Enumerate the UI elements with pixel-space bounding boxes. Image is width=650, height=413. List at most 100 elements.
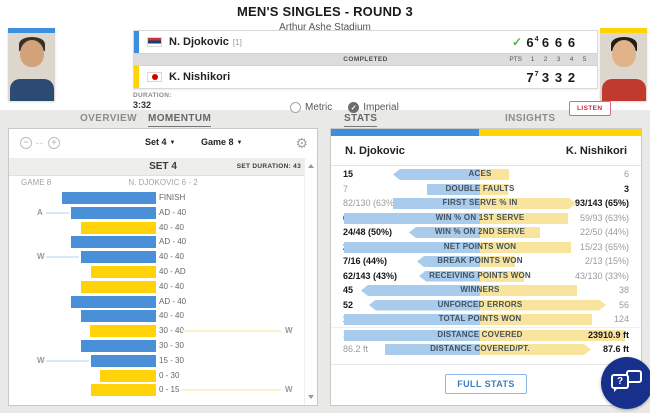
shot-annotation: W (285, 385, 293, 395)
momentum-point-row: AD - 40 (9, 235, 317, 250)
full-stats-area: FULL STATS (331, 364, 641, 405)
zoom-slider[interactable]: -- (36, 138, 44, 148)
set-scores: 77 3 3 2 (526, 70, 591, 85)
stat-label: TOTAL POINTS WON (438, 314, 522, 323)
chevron-down-icon: ▼ (169, 140, 176, 146)
zoom-in-icon[interactable]: + (48, 137, 60, 149)
stat-value-left: 15 (343, 169, 354, 179)
scroll-down-icon[interactable] (308, 395, 314, 399)
game-header: GAME 8 N. DJOKOVIC 6 - 2 (9, 176, 317, 190)
stat-bar-left (361, 285, 482, 296)
stat-label: DISTANCE COVERED/PT. (430, 344, 530, 353)
stat-value-left: 7 (343, 183, 349, 194)
momentum-bar-nishikori (81, 280, 156, 293)
player-name: N. Djokovic (169, 36, 229, 48)
stat-bar-right (480, 241, 571, 253)
momentum-point-row: 40 - 40 (9, 221, 317, 236)
unit-toggle: Metric ✓ Imperial (290, 102, 399, 113)
stat-value-right: 3 (623, 183, 629, 194)
scroll-up-icon[interactable] (308, 164, 314, 168)
momentum-bar-nishikori (100, 369, 156, 382)
stat-value-left: 62/143 (43%) (343, 270, 398, 281)
player-photo-nishikori (600, 28, 647, 101)
tab-overview[interactable]: OVERVIEW (80, 113, 137, 124)
stat-value-left: 24/48 (50%) (343, 227, 393, 237)
momentum-point-row: 0 - 15 W (9, 383, 317, 398)
set-column-number: 4 (569, 56, 574, 63)
stat-label: WIN % ON 2ND SERVE (434, 227, 526, 236)
momentum-bar-djokovic (81, 251, 156, 264)
momentum-bar-nishikori (81, 221, 156, 234)
radio-metric-icon[interactable] (290, 102, 301, 113)
stat-label: WINNERS (460, 285, 500, 294)
stat-value-right: 87.6 ft (602, 344, 629, 354)
game-label: GAME 8 (21, 178, 52, 187)
set-score: 77 (526, 69, 539, 85)
shot-annotation: W (37, 355, 45, 365)
set-column-number: 5 (582, 56, 587, 63)
djokovic-strip (331, 129, 479, 136)
tab-insights[interactable]: INSIGHTS (505, 113, 556, 124)
stat-value-right: 43/130 (33%) (574, 270, 629, 281)
zoom-out-icon[interactable]: − (20, 137, 32, 149)
momentum-point-row: FINISH (9, 191, 317, 206)
stat-row: 45 WINNERS 38 (331, 283, 641, 298)
stat-row: 62/143 (43%) RECEIVING POINTS WON 43/130 (… (331, 269, 641, 284)
stat-bar-right (480, 344, 591, 355)
stat-bar-right (480, 270, 524, 282)
stat-value-right: 23910.9 ft (587, 329, 629, 340)
match-status-strip: COMPLETED PTS 1 2 3 4 5 (134, 53, 597, 66)
unit-option-imperial[interactable]: ✓ Imperial (348, 102, 399, 113)
stat-bar-left (393, 198, 482, 209)
set-dropdown[interactable]: Set 4 ▼ (145, 137, 176, 147)
momentum-bar-djokovic (71, 295, 156, 308)
momentum-point-row: 15 - 30 W (9, 354, 317, 369)
point-score-label: 40 - 40 (159, 252, 184, 262)
set-score: 6 (541, 34, 550, 50)
pts-label: PTS (509, 56, 522, 63)
game-dropdown[interactable]: Game 8 ▼ (201, 137, 243, 147)
set-duration: SET DURATION: 43 (236, 163, 301, 170)
unit-option-metric[interactable]: Metric (290, 102, 332, 113)
listen-button[interactable]: LISTEN (569, 101, 611, 116)
set-header: SET 4 SET DURATION: 43 (9, 158, 317, 176)
stat-value-left: 52 (343, 299, 354, 310)
stat-row: 24/48 (50%) WIN % ON 2ND SERVE 22/50 (44%) (331, 225, 641, 240)
momentum-point-row: AD - 40 (9, 295, 317, 310)
point-score-label: AD - 40 (159, 296, 187, 306)
point-score-label: 40 - 40 (159, 222, 184, 232)
player-name: K. Nishikori (169, 71, 231, 83)
point-score-label: 0 - 30 (159, 370, 180, 380)
stat-bar-right (480, 314, 592, 325)
stat-label: FIRST SERVE % IN (442, 198, 518, 207)
stats-header: N. Djokovic K. Nishikori (331, 136, 641, 166)
momentum-bar-djokovic (81, 339, 156, 352)
momentum-scrollbar[interactable] (304, 158, 317, 405)
momentum-toolbar: − -- + Set 4 ▼ Game 8 ▼ ⚙ (9, 129, 317, 159)
help-chat-button[interactable]: ? (601, 357, 650, 409)
player-color-bar (600, 28, 647, 33)
japan-flag-icon (147, 72, 162, 82)
player-row-nishikori: K. Nishikori 77 3 3 2 (134, 66, 597, 88)
stat-label: RECEIVING POINTS WON (429, 270, 531, 280)
tab-momentum[interactable]: MOMENTUM (148, 113, 212, 127)
tab-stats[interactable]: STATS (344, 113, 378, 127)
stat-value-right: 124 (613, 314, 629, 324)
stat-bar-left (393, 169, 482, 180)
stat-bar-right (480, 227, 540, 238)
radio-imperial-icon[interactable]: ✓ (348, 102, 360, 113)
stat-bar-left (417, 256, 482, 267)
full-stats-button[interactable]: FULL STATS (445, 374, 527, 394)
momentum-point-row: 40 - 40 W (9, 250, 317, 265)
stats-player-right: K. Nishikori (565, 145, 627, 157)
stat-bar-right (480, 183, 508, 195)
player-photo-djokovic (8, 28, 55, 101)
point-score-label: 30 - 40 (159, 326, 184, 336)
gear-icon[interactable]: ⚙ (295, 135, 308, 151)
stat-bar-right (480, 169, 509, 180)
stats-player-left: N. Djokovic (345, 145, 405, 157)
player-color-bar (8, 28, 55, 33)
